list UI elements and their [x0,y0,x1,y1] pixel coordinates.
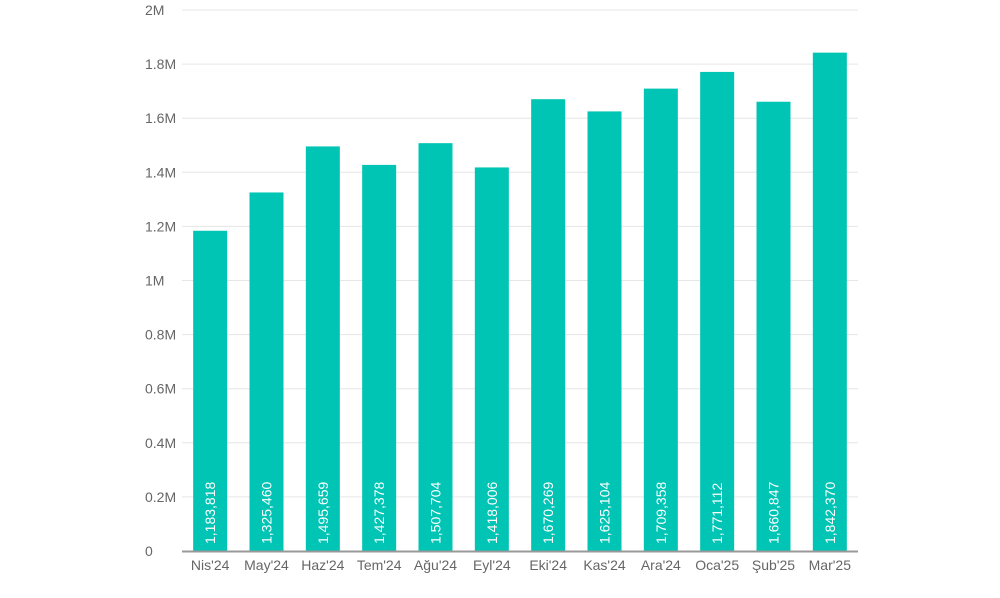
bar [362,164,397,551]
data-label: 1,325,460 [259,482,275,544]
x-tick-label: Tem'24 [357,557,402,573]
data-label: 1,660,847 [766,482,782,544]
bar [249,192,284,551]
data-label: 1,771,112 [709,483,725,544]
bar [193,230,228,552]
y-tick-label: 0.6M [145,381,176,397]
y-tick-label: 0.4M [145,435,176,451]
bar [418,143,453,551]
x-tick-label: May'24 [244,557,289,573]
bar [305,146,340,551]
y-tick-label: 2M [145,2,164,18]
y-tick-label: 1.2M [145,218,176,234]
data-label: 1,842,370 [822,482,838,544]
x-tick-label: Eyl'24 [473,557,511,573]
data-label: 1,427,378 [371,482,387,544]
y-tick-label: 0.8M [145,327,176,343]
data-label: 1,709,358 [653,482,669,544]
bar [700,71,735,551]
y-tick-label: 1.4M [145,164,176,180]
bar [756,101,791,552]
bar [531,99,566,552]
data-label: 1,625,104 [597,482,613,544]
y-axis-ticks: 0 0.2M 0.4M 0.6M 0.8M 1M 1.2M 1.4M 1.6M 1.8M 2M [145,2,176,559]
y-tick-label: 0 [145,543,153,559]
data-label: 1,507,704 [428,482,444,544]
gridlines [182,9,858,498]
bar [812,52,847,551]
y-tick-label: 1.8M [145,56,176,72]
x-tick-label: Kas'24 [583,557,626,573]
x-tick-label: Mar'25 [809,557,852,573]
x-tick-label: Eki'24 [529,557,567,573]
data-label: 1,495,659 [315,482,331,544]
data-label: 1,670,269 [540,482,556,544]
x-tick-label: Ara'24 [641,557,681,573]
x-axis-ticks: Nis'24 May'24 Haz'24 Tem'24 Ağu'24 Eyl'24 Eki'… [191,557,851,573]
y-tick-label: 0.2M [145,489,176,505]
x-tick-label: Oca'25 [695,557,739,573]
data-label: 1,183,818 [202,482,218,544]
bar [643,88,678,552]
y-tick-label: 1M [145,273,164,289]
bars: 1,183,818 1,325,460 1,495,659 1,427,378 1,50… [193,52,847,552]
x-tick-label: Nis'24 [191,557,230,573]
bar [474,167,509,551]
x-tick-label: Ağu'24 [414,557,457,573]
y-tick-label: 1.6M [145,110,176,126]
x-tick-label: Haz'24 [301,557,344,573]
data-label: 1,418,006 [484,482,500,544]
bar [587,111,622,552]
x-tick-label: Şub'25 [752,557,795,573]
